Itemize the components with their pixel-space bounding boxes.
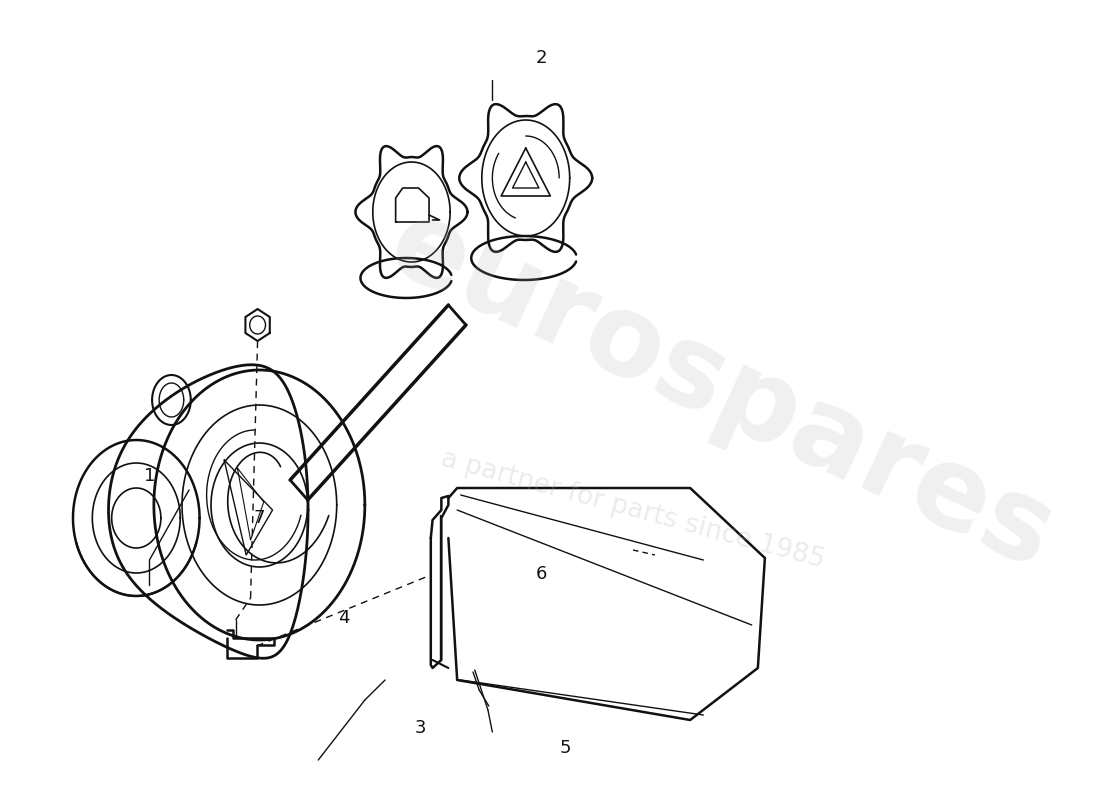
Text: 6: 6 (536, 566, 548, 583)
Text: 2: 2 (536, 50, 548, 67)
Text: 5: 5 (560, 739, 572, 757)
Text: 1: 1 (144, 467, 155, 485)
Text: 3: 3 (415, 719, 427, 737)
Text: a partner for parts since 1985: a partner for parts since 1985 (438, 446, 827, 574)
Text: 7: 7 (253, 510, 265, 527)
Text: 4: 4 (338, 609, 349, 626)
Text: eurospares: eurospares (371, 187, 1070, 593)
